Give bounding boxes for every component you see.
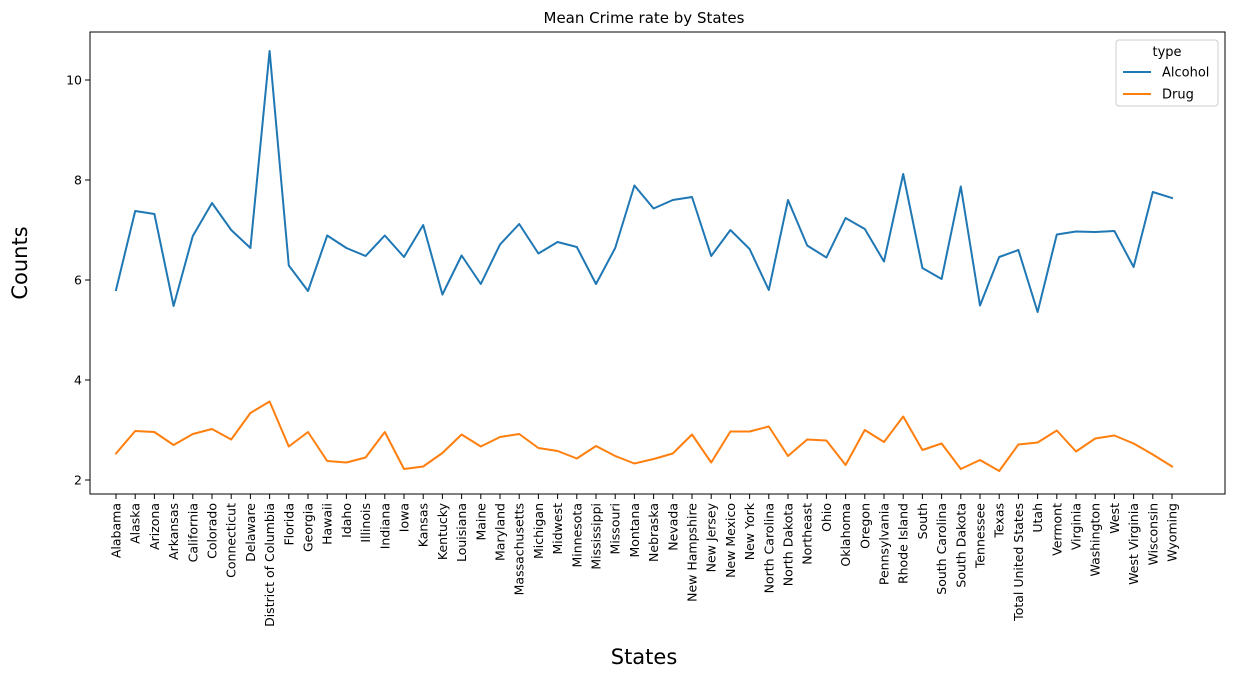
x-tick-label: Texas bbox=[992, 503, 1007, 539]
x-tick-label: Virginia bbox=[1069, 503, 1084, 550]
x-tick-label: Colorado bbox=[205, 503, 220, 559]
x-tick-label: Oklahoma bbox=[838, 503, 853, 567]
plot-area-frame bbox=[89, 31, 1226, 495]
x-tick-label: South Carolina bbox=[934, 503, 949, 595]
x-tick-label: Illinois bbox=[358, 503, 373, 543]
x-tick-label: West bbox=[1107, 503, 1122, 534]
x-tick-label: Delaware bbox=[243, 503, 258, 562]
y-tick-label: 10 bbox=[66, 73, 82, 88]
x-tick-label: Vermont bbox=[1049, 503, 1064, 556]
x-tick-label: Indiana bbox=[377, 503, 392, 549]
x-tick-label: North Dakota bbox=[781, 503, 796, 586]
series-lines bbox=[114, 50, 1174, 472]
x-tick-label: California bbox=[185, 503, 200, 562]
x-tick-label: Kansas bbox=[416, 503, 431, 547]
x-tick-label: Maine bbox=[473, 503, 488, 541]
x-tick-label: Alabama bbox=[109, 503, 124, 558]
chart-title: Mean Crime rate by States bbox=[544, 9, 745, 27]
legend-title: type bbox=[1152, 45, 1181, 60]
x-tick-label: Total United States bbox=[1011, 503, 1026, 622]
x-tick-label: Idaho bbox=[339, 503, 354, 538]
x-tick-label: Kentucky bbox=[435, 502, 450, 560]
x-axis-title: States bbox=[611, 645, 678, 669]
x-tick-label: West Virginia bbox=[1126, 503, 1141, 585]
x-tick-label: Pennsylvania bbox=[877, 503, 892, 585]
x-tick-label: Alaska bbox=[128, 503, 143, 544]
legend-frame bbox=[1115, 39, 1219, 107]
x-tick-label: Wisconsin bbox=[1145, 503, 1160, 565]
x-tick-label: Utah bbox=[1030, 503, 1045, 533]
x-tick-label: Michigan bbox=[531, 503, 546, 559]
x-tick-label: Ohio bbox=[819, 503, 834, 532]
x-tick-label: Oregon bbox=[857, 503, 872, 549]
x-tick-label: South bbox=[915, 503, 930, 539]
y-axis-title: Counts bbox=[8, 226, 32, 299]
y-tick-label: 6 bbox=[74, 273, 82, 288]
x-tick-label: South Dakota bbox=[953, 503, 968, 588]
x-tick-label: Connecticut bbox=[224, 503, 239, 578]
x-tick-label: Minnesota bbox=[569, 503, 584, 568]
x-tick-label: Midwest bbox=[550, 503, 565, 555]
x-tick-label: Mississippi bbox=[589, 503, 604, 570]
x-tick-label: District of Columbia bbox=[262, 503, 277, 627]
x-tick-label: Tennessee bbox=[973, 503, 988, 569]
x-tick-label: Massachusetts bbox=[512, 503, 527, 595]
y-tick-label: 4 bbox=[74, 373, 82, 388]
series-line-alcohol bbox=[114, 50, 1174, 313]
x-tick-label: Montana bbox=[627, 503, 642, 558]
legend-label-drug: Drug bbox=[1162, 88, 1194, 103]
y-axis: 2 4 6 8 10 bbox=[66, 73, 90, 488]
legend-label-alcohol: Alcohol bbox=[1162, 66, 1209, 81]
y-tick-label: 2 bbox=[74, 473, 82, 488]
x-tick-label: Arizona bbox=[147, 503, 162, 550]
x-tick-label: New Hampshire bbox=[685, 503, 700, 602]
x-tick-label: Iowa bbox=[397, 503, 412, 532]
x-tick-label: Nebraska bbox=[646, 503, 661, 562]
x-tick-label: Florida bbox=[281, 503, 296, 546]
legend: type Alcohol Drug bbox=[1115, 39, 1219, 107]
x-axis: Alabama Alaska Arizona Arkansas California Co… bbox=[109, 494, 1180, 627]
x-tick-label: Wyoming bbox=[1165, 503, 1180, 562]
y-tick-label: 8 bbox=[74, 173, 82, 188]
x-tick-label: Hawaii bbox=[320, 503, 335, 545]
x-tick-label: Missouri bbox=[608, 503, 623, 554]
x-tick-label: Rhode Island bbox=[896, 503, 911, 584]
series-line-drug bbox=[114, 400, 1174, 472]
x-tick-label: Maryland bbox=[493, 503, 508, 561]
x-tick-label: New Jersey bbox=[704, 502, 719, 572]
x-tick-label: New York bbox=[742, 502, 757, 560]
x-tick-label: Northeast bbox=[800, 503, 815, 565]
x-tick-label: Nevada bbox=[665, 503, 680, 551]
x-tick-label: Arkansas bbox=[166, 503, 181, 560]
x-tick-label: Georgia bbox=[301, 503, 316, 552]
x-tick-label: Louisiana bbox=[454, 503, 469, 562]
x-tick-label: Washington bbox=[1088, 503, 1103, 576]
x-tick-label: New Mexico bbox=[723, 503, 738, 578]
x-tick-label: North Carolina bbox=[761, 503, 776, 593]
